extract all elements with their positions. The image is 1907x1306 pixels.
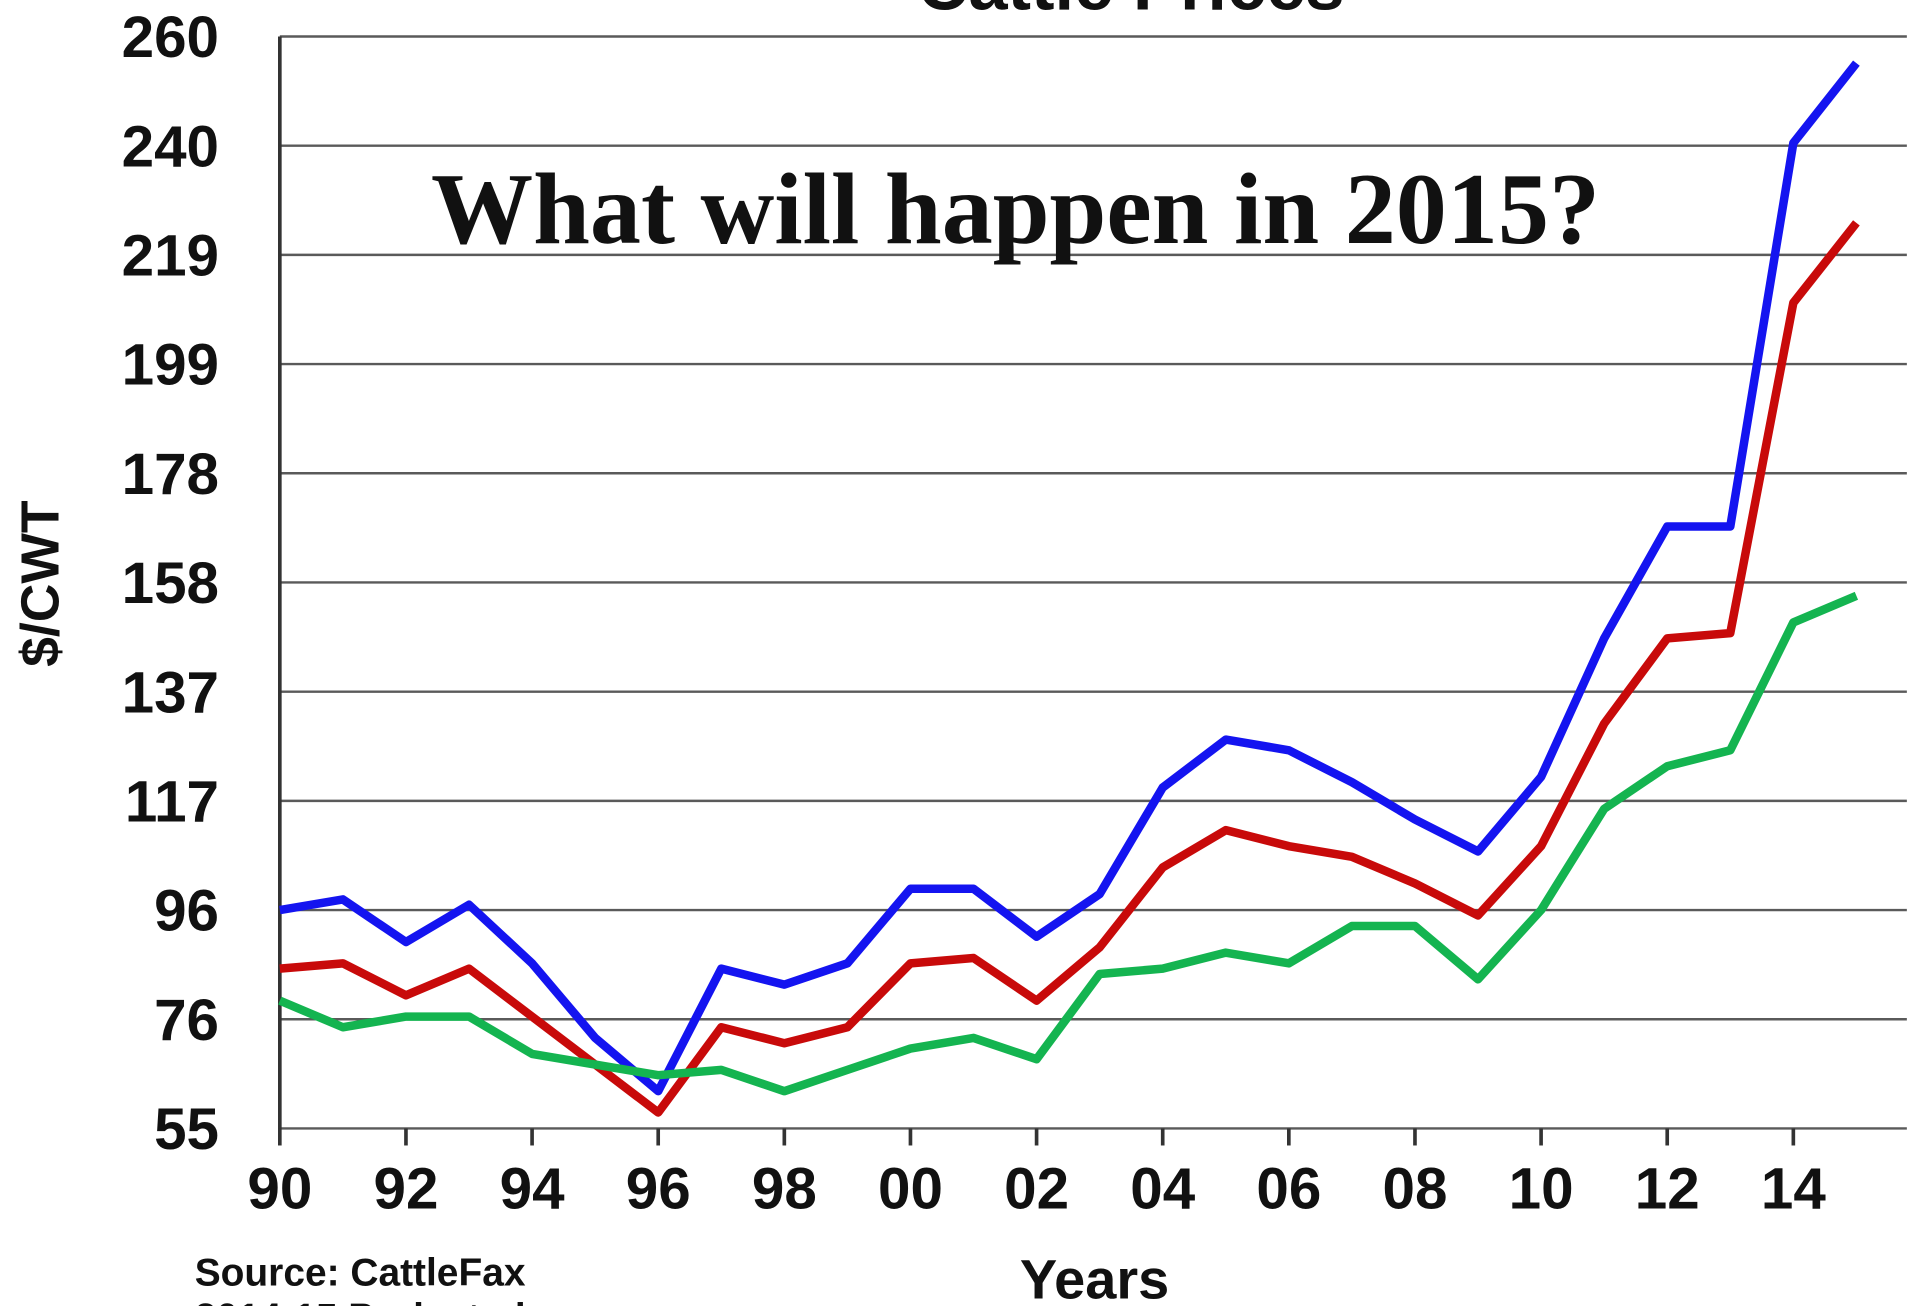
y-tick-label: 55 (154, 1097, 219, 1162)
line (279, 220, 1860, 1117)
annotation: What will happen in 2015? (431, 153, 1600, 266)
x-axis-label: Years (1020, 1248, 1169, 1306)
source: 2014-15 Projected (195, 1296, 526, 1306)
y-axis-label: $/CWT (12, 500, 71, 667)
y-tick-label: 240 (122, 114, 219, 179)
chart-title: Cattle Prices (917, 0, 1344, 25)
x-tick-label: 08 (1383, 1157, 1448, 1222)
x-tick-label: 92 (373, 1157, 438, 1222)
x-tick-label: 10 (1509, 1157, 1574, 1222)
y-tick-label: 137 (122, 660, 219, 725)
x-tick-label: 06 (1256, 1157, 1321, 1222)
plot-area: 55 76 96 117 137 158 178 199 219 240 260 90 92 94 96 98… (122, 5, 1907, 1222)
y-tick-label: 199 (122, 333, 219, 398)
y-tick-label: 96 (154, 879, 219, 944)
x-tick-label: 02 (1004, 1157, 1069, 1222)
y-tick-label: 158 (122, 551, 219, 616)
line (279, 60, 1860, 1096)
x-tick-label: 94 (500, 1157, 565, 1222)
y-tick-label: 178 (122, 442, 219, 507)
line (278, 591, 1859, 1096)
x-tick-label: 00 (878, 1157, 943, 1222)
x-tick-label: 98 (752, 1157, 817, 1222)
y-tick-label: 260 (122, 5, 219, 70)
y-tick-label: 76 (154, 988, 219, 1053)
x-tick-label: 04 (1130, 1157, 1195, 1222)
x-tick-label: 12 (1635, 1157, 1700, 1222)
x-tick-label: 96 (626, 1157, 691, 1222)
y-tick-label: 219 (122, 224, 219, 289)
y-tick-label: 117 (125, 770, 219, 835)
x-tick-label: 14 (1761, 1157, 1826, 1222)
x-tick-label: 90 (247, 1157, 312, 1222)
source: Source: CattleFax (195, 1251, 526, 1294)
